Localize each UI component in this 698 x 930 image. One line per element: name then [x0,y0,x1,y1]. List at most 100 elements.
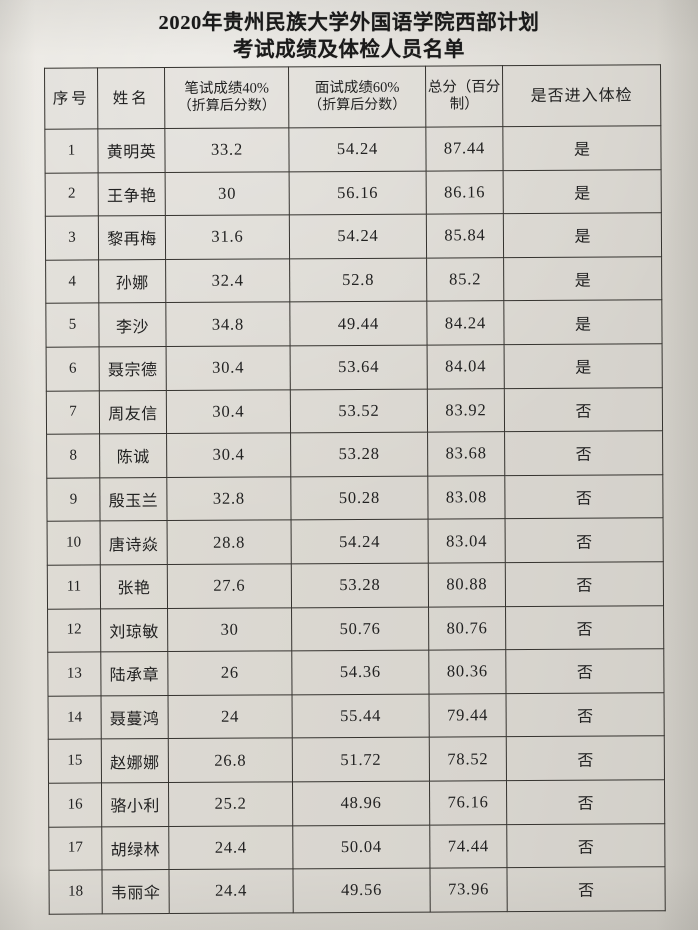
table-row: 13 陆承章 26 54.36 80.36 否 [47,648,665,696]
cell-medical-exam: 否 [505,605,664,650]
cell-written-score: 24.4 [168,825,293,870]
header-index: 序号 [44,67,98,130]
table-row: 11 张艳 27.6 53.28 80.88 否 [47,561,664,609]
cell-written-score: 30.4 [166,389,291,434]
header-oral-main: 面试成绩60% [314,79,400,97]
table-row: 16 骆小利 25.2 48.96 76.16 否 [48,779,665,827]
header-row: 序号 姓名 笔试成绩40% （折算后分数） 面试成绩60% （折算后分数） 总分… [44,64,661,130]
cell-index: 5 [45,303,100,348]
document-title: 2020年贵州民族大学外国语学院西部计划 考试成绩及体检人员名单 [0,10,698,64]
cell-medical-exam: 是 [502,125,662,171]
cell-medical-exam: 否 [505,561,664,607]
header-total-score: 总分（百分制） [425,65,503,128]
table-row: 3 黎再梅 31.6 54.24 85.84 是 [45,212,662,260]
cell-total-score: 83.92 [427,388,505,433]
cell-written-score: 26.8 [168,738,293,783]
cell-total-score: 78.52 [429,736,507,781]
cell-written-score: 32.4 [165,258,290,303]
cell-index: 2 [45,172,99,217]
title-line-2: 考试成绩及体检人员名单 [232,39,466,61]
cell-medical-exam: 否 [504,474,664,519]
cell-written-score: 24.4 [168,868,294,914]
cell-oral-score: 50.04 [292,824,430,869]
cell-index: 8 [46,434,100,478]
cell-total-score: 73.96 [429,867,508,912]
cell-medical-exam: 是 [503,256,662,302]
table-row: 9 殷玉兰 32.8 50.28 83.08 否 [46,474,664,522]
cell-name: 赵娜娜 [101,738,169,783]
cell-total-score: 79.44 [429,693,507,738]
header-oral-sub: （折算后分数） [308,97,407,114]
table-row: 8 陈诚 30.4 53.28 83.68 否 [46,430,663,478]
cell-total-score: 84.24 [426,301,505,346]
cell-oral-score: 55.44 [292,693,430,739]
cell-index: 10 [47,521,101,566]
cell-medical-exam: 否 [506,736,665,781]
header-oral-score: 面试成绩60% （折算后分数） [288,66,426,128]
cell-written-score: 30.4 [166,433,291,478]
cell-name: 黎再梅 [98,215,166,260]
table-row: 10 唐诗焱 28.8 54.24 83.04 否 [47,518,664,566]
cell-total-score: 85.84 [426,213,504,258]
table-row: 2 王争艳 30 56.16 86.16 是 [45,169,662,217]
cell-oral-score: 54.36 [291,650,430,695]
cell-written-score: 24 [168,694,293,739]
cell-index: 17 [48,826,102,871]
cell-name: 唐诗焱 [100,520,168,565]
cell-name: 李沙 [98,302,167,347]
cell-name: 聂宗德 [99,346,167,391]
cell-total-score: 80.76 [428,606,506,651]
table-row: 7 周友信 30.4 53.52 83.92 否 [46,387,663,435]
cell-total-score: 84.04 [427,344,505,389]
cell-total-score: 86.16 [426,170,504,215]
cell-medical-exam: 是 [503,212,662,258]
cell-total-score: 80.36 [428,649,507,694]
cell-written-score: 25.2 [168,781,293,827]
cell-name: 韦丽伞 [101,869,170,914]
cell-written-score: 26 [167,650,293,696]
cell-name: 陆承章 [100,651,169,696]
cell-medical-exam: 是 [504,343,663,389]
cell-medical-exam: 否 [505,648,665,694]
cell-name: 孙娜 [98,259,166,304]
cell-name: 胡绿林 [101,826,169,871]
table-row: 18 韦丽伞 24.4 49.56 73.96 否 [48,866,666,914]
cell-oral-score: 52.8 [289,257,427,303]
header-written-sub: （折算后分数） [177,98,276,114]
cell-oral-score: 51.72 [292,737,430,782]
table-body: 1 黄明英 33.2 54.24 87.44 是 2 王争艳 30 56.16 86.16 是 3 黎再梅… [44,125,666,914]
title-line-1: 2020年贵州民族大学外国语学院西部计划 [158,12,540,34]
cell-index: 3 [45,216,99,260]
cell-written-score: 31.6 [165,215,290,260]
header-written-main: 笔试成绩40% [184,80,269,97]
cell-index: 6 [46,346,100,391]
table-row: 5 李沙 34.8 49.44 84.24 是 [45,300,663,348]
cell-name: 王争艳 [98,172,166,217]
header-total-label: 总分（百分制） [427,78,501,113]
table-row: 15 赵娜娜 26.8 51.72 78.52 否 [48,736,665,784]
cell-oral-score: 56.16 [289,170,427,216]
cell-name: 陈诚 [99,433,167,478]
cell-oral-score: 48.96 [292,780,430,826]
cell-name: 骆小利 [101,782,169,827]
cell-medical-exam: 是 [503,169,662,214]
cell-medical-exam: 否 [505,518,664,563]
cell-oral-score: 50.28 [290,475,429,521]
cell-written-score: 27.6 [167,563,292,609]
header-medical-exam: 是否进入体检 [502,64,661,127]
cell-name: 张艳 [100,564,168,609]
cell-medical-exam: 是 [503,300,663,345]
table-row: 6 聂宗德 30.4 53.64 84.04 是 [46,343,663,391]
cell-medical-exam: 否 [506,866,666,912]
cell-oral-score: 49.44 [289,301,428,346]
header-written-score: 笔试成绩40% （折算后分数） [164,66,289,129]
cell-index: 9 [46,477,101,522]
cell-oral-score: 54.24 [289,214,427,259]
grades-table: 序号 姓名 笔试成绩40% （折算后分数） 面试成绩60% （折算后分数） 总分… [44,64,666,915]
cell-medical-exam: 否 [506,779,665,825]
cell-name: 周友信 [99,390,167,435]
cell-total-score: 83.68 [427,431,505,476]
cell-oral-score: 54.24 [291,519,429,564]
cell-total-score: 80.88 [428,562,506,607]
cell-total-score: 83.08 [427,475,506,520]
